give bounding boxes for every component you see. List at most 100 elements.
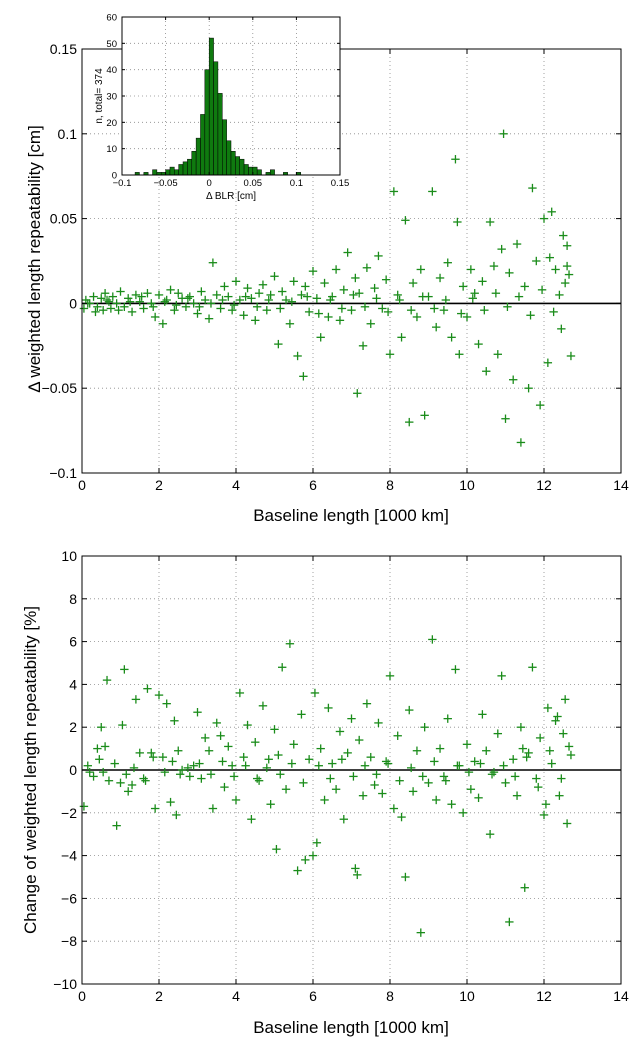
data-point (285, 319, 295, 328)
data-point (468, 294, 477, 303)
data-point (177, 765, 187, 775)
data-point (462, 312, 472, 322)
data-point (366, 752, 375, 762)
data-point (512, 791, 522, 800)
top-x-tick-label: 8 (386, 477, 394, 493)
data-point (141, 776, 150, 785)
data-point (308, 266, 318, 276)
data-point (385, 671, 395, 681)
data-point (303, 292, 312, 301)
data-point (316, 744, 325, 753)
top-y-tick-labels: −0.1 −0.05 0 0.05 0.1 0.15 (42, 41, 78, 481)
top-y-tick-label: 0 (69, 295, 77, 311)
bottom-x-tick-label: 12 (536, 988, 552, 1004)
data-point (339, 815, 348, 824)
data-point (98, 767, 108, 777)
data-point (401, 872, 410, 882)
inset-y-tick-label: 50 (106, 39, 117, 50)
data-point (204, 314, 214, 323)
data-point (272, 844, 281, 854)
data-point (355, 735, 364, 745)
data-point (466, 265, 476, 274)
inset-frame-rect (121, 16, 341, 176)
data-point (262, 305, 271, 315)
data-point (424, 778, 433, 788)
data-point (381, 757, 391, 766)
data-point (383, 759, 393, 768)
data-point (85, 767, 94, 777)
data-point (551, 716, 560, 725)
bottom-x-axis-label: Baseline length [1000 km] (253, 1018, 449, 1037)
data-point (453, 217, 462, 227)
data-point (534, 782, 543, 792)
data-point (416, 928, 425, 937)
data-point (370, 283, 379, 293)
data-point (193, 309, 202, 318)
inset-x-tick-labels: −0.1 −0.05 0 0.05 0.1 0.15 (113, 178, 350, 189)
data-point (308, 851, 318, 860)
data-point (149, 752, 158, 762)
data-point (555, 791, 564, 800)
data-point (432, 795, 441, 805)
data-point (385, 350, 395, 359)
data-point (97, 723, 106, 732)
data-point (395, 776, 404, 785)
data-point (98, 305, 108, 315)
data-point (358, 341, 368, 350)
data-point (201, 733, 210, 743)
data-point (499, 761, 508, 770)
data-point (406, 305, 416, 315)
data-point (95, 755, 104, 764)
data-point (254, 289, 264, 298)
data-point (241, 292, 250, 301)
data-point (566, 750, 576, 760)
data-point (229, 772, 239, 781)
data-point (239, 311, 248, 320)
bottom-y-tick-label: 0 (69, 762, 77, 778)
data-point (516, 438, 526, 447)
data-point (532, 774, 541, 783)
data-point (251, 737, 260, 747)
inset-axes-frame (121, 16, 341, 176)
data-point (526, 311, 535, 320)
data-point (520, 883, 529, 892)
histogram-bar (226, 140, 232, 176)
data-point (545, 746, 554, 755)
top-y-tick-label: −0.05 (42, 380, 78, 396)
histogram-bar (191, 151, 197, 176)
data-point (470, 757, 479, 766)
top-x-tick-label: 6 (309, 477, 317, 493)
data-point (441, 295, 451, 305)
data-point (264, 755, 273, 764)
data-point (395, 295, 404, 305)
top-x-tick-label: 14 (613, 477, 629, 493)
data-point (206, 770, 216, 779)
data-point (543, 358, 553, 367)
top-x-tick-label: 0 (78, 477, 86, 493)
data-point (312, 838, 322, 847)
top-frame-rect (81, 48, 622, 474)
histogram-bar (165, 169, 171, 176)
data-point (547, 207, 556, 217)
data-point (378, 304, 387, 313)
data-point (566, 351, 576, 361)
data-point (276, 770, 285, 779)
data-point (239, 752, 248, 762)
data-point (189, 299, 198, 308)
data-point (358, 791, 368, 800)
data-point (197, 774, 206, 783)
top-x-tick-label: 12 (536, 477, 552, 493)
data-point (183, 763, 193, 773)
data-point (560, 695, 570, 704)
data-point (505, 268, 514, 278)
histogram-bar (204, 69, 210, 176)
data-point (102, 675, 112, 685)
data-point (89, 292, 98, 301)
data-point (170, 716, 179, 725)
data-point (337, 755, 347, 764)
data-point (120, 302, 129, 311)
data-point (252, 774, 262, 783)
histogram-bar (248, 166, 254, 176)
data-point (216, 731, 225, 740)
